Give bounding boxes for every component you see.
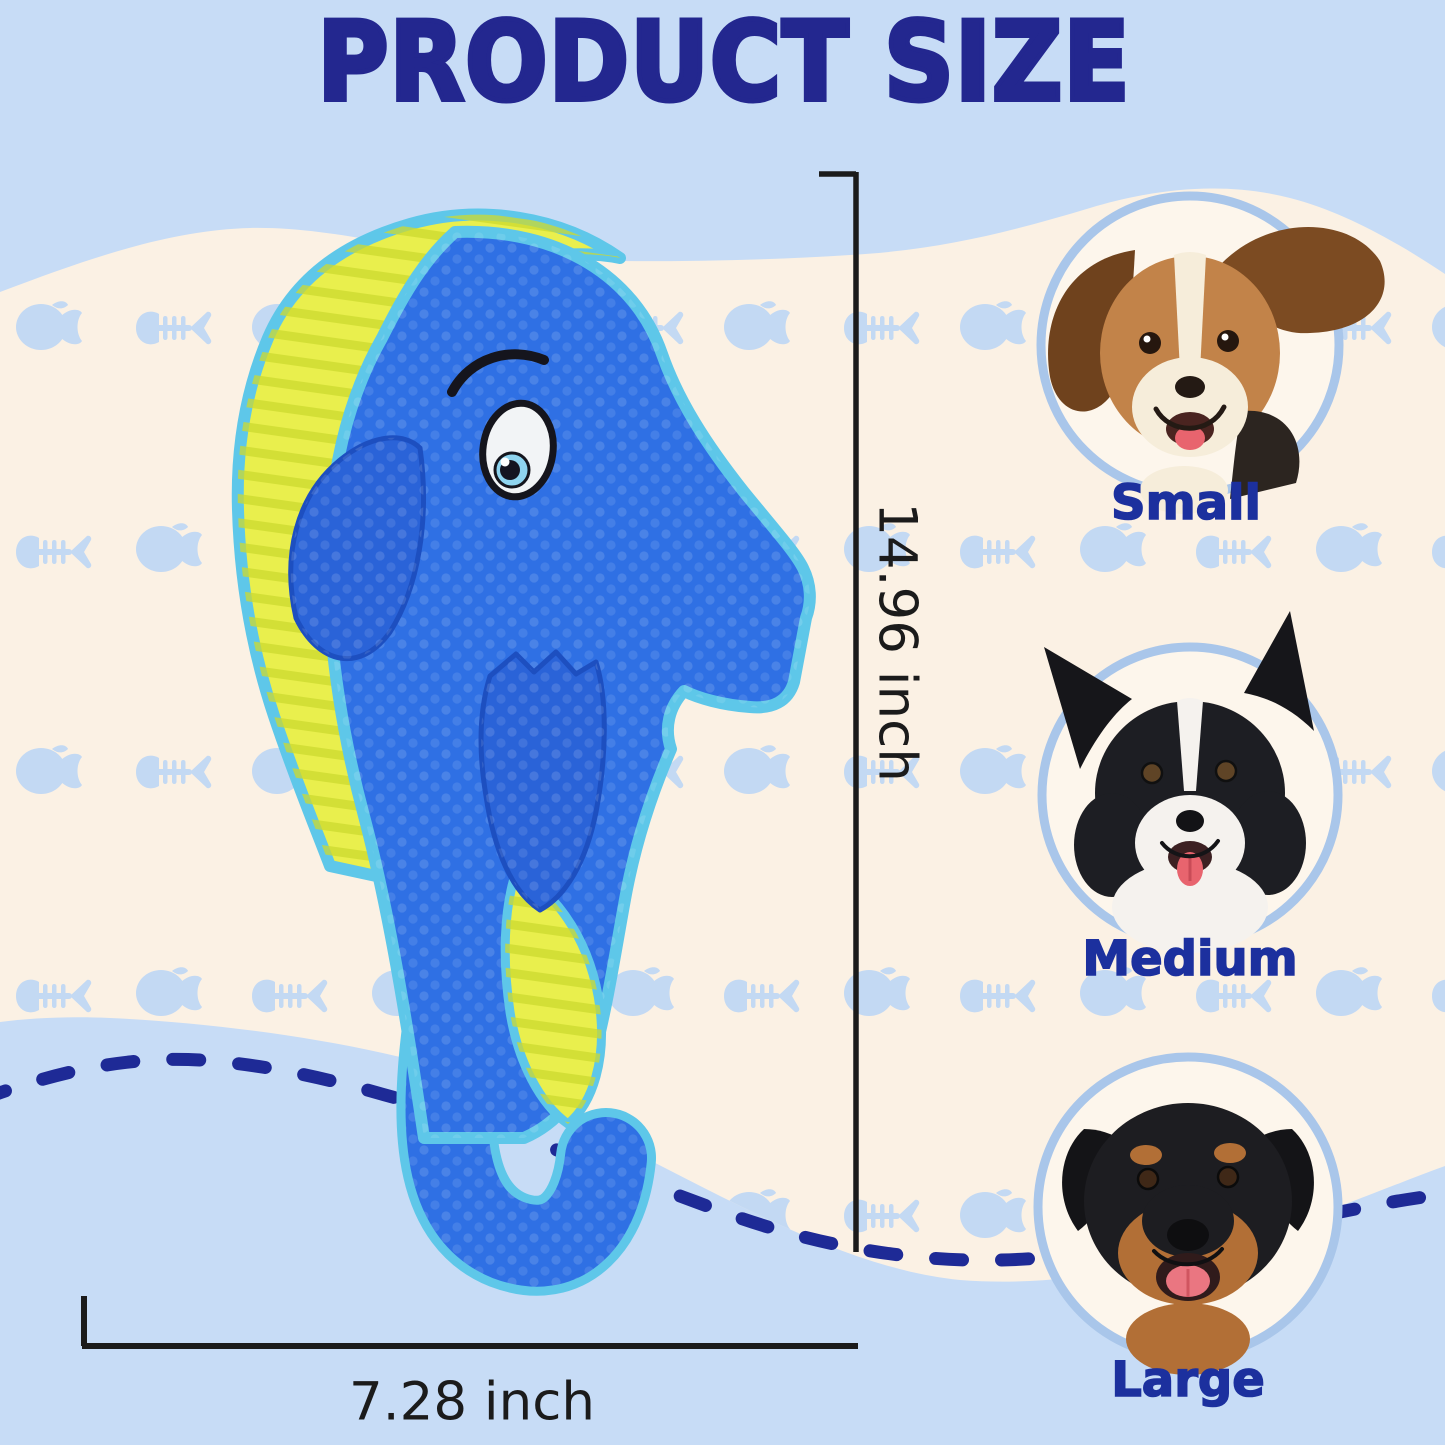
size-item-medium — [980, 585, 1400, 1005]
height-measure-line — [819, 171, 859, 1252]
seahorse-toy-image — [231, 208, 816, 1296]
size-label-large: Large — [1110, 1351, 1265, 1409]
seahorse-hand — [478, 649, 607, 913]
beagle-dog-photo — [1036, 191, 1385, 514]
size-label-small: Small — [1110, 474, 1261, 532]
width-measure-label: 7.28 inch — [349, 1371, 595, 1433]
size-item-large — [978, 997, 1398, 1417]
border-collie-face — [1044, 611, 1314, 953]
page-title: PRODUCT SIZE — [315, 0, 1132, 128]
border-collie-dog-photo — [1037, 611, 1343, 953]
rottweiler-dog-photo — [1033, 1052, 1343, 1375]
dashed-wave-line — [0, 1052, 1445, 1267]
seahorse-fin — [288, 435, 426, 661]
seahorse-eyebrow — [447, 349, 549, 397]
seahorse-belly-patch — [500, 865, 607, 1130]
size-label-medium: Medium — [1082, 930, 1299, 988]
seahorse-eye — [479, 399, 557, 501]
beagle-face — [1048, 227, 1385, 514]
height-measure-label: 14.96 inch — [866, 502, 928, 782]
width-measure-line — [81, 1296, 858, 1349]
rottweiler-face — [1062, 1103, 1314, 1375]
size-item-small — [980, 135, 1400, 555]
